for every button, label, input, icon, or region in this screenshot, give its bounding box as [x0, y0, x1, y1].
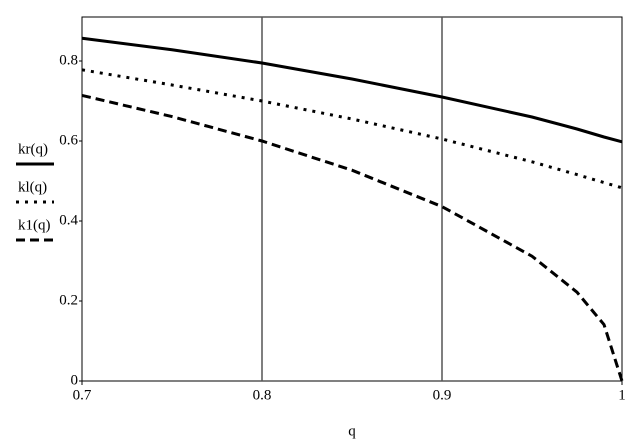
legend-label: k1(q) — [18, 217, 51, 233]
x-tick-label: 1 — [618, 387, 626, 403]
x-tick-label: 0.8 — [253, 387, 272, 403]
y-tick-label: 0.2 — [59, 292, 78, 308]
x-axis-label: q — [348, 423, 356, 439]
series-line — [81, 36, 623, 144]
y-tick-label: 0.8 — [59, 52, 78, 68]
y-tick-label: 0.4 — [59, 212, 78, 228]
y-tick-label: 0 — [71, 372, 79, 388]
legend-label: kl(q) — [18, 179, 47, 195]
series-line — [81, 93, 624, 382]
y-tick-label: 0.6 — [59, 132, 78, 148]
x-tick-label: 0.7 — [73, 387, 92, 403]
plot-frame — [81, 16, 623, 382]
legend-label: kr(q) — [18, 141, 48, 157]
x-tick-label: 0.9 — [433, 387, 452, 403]
